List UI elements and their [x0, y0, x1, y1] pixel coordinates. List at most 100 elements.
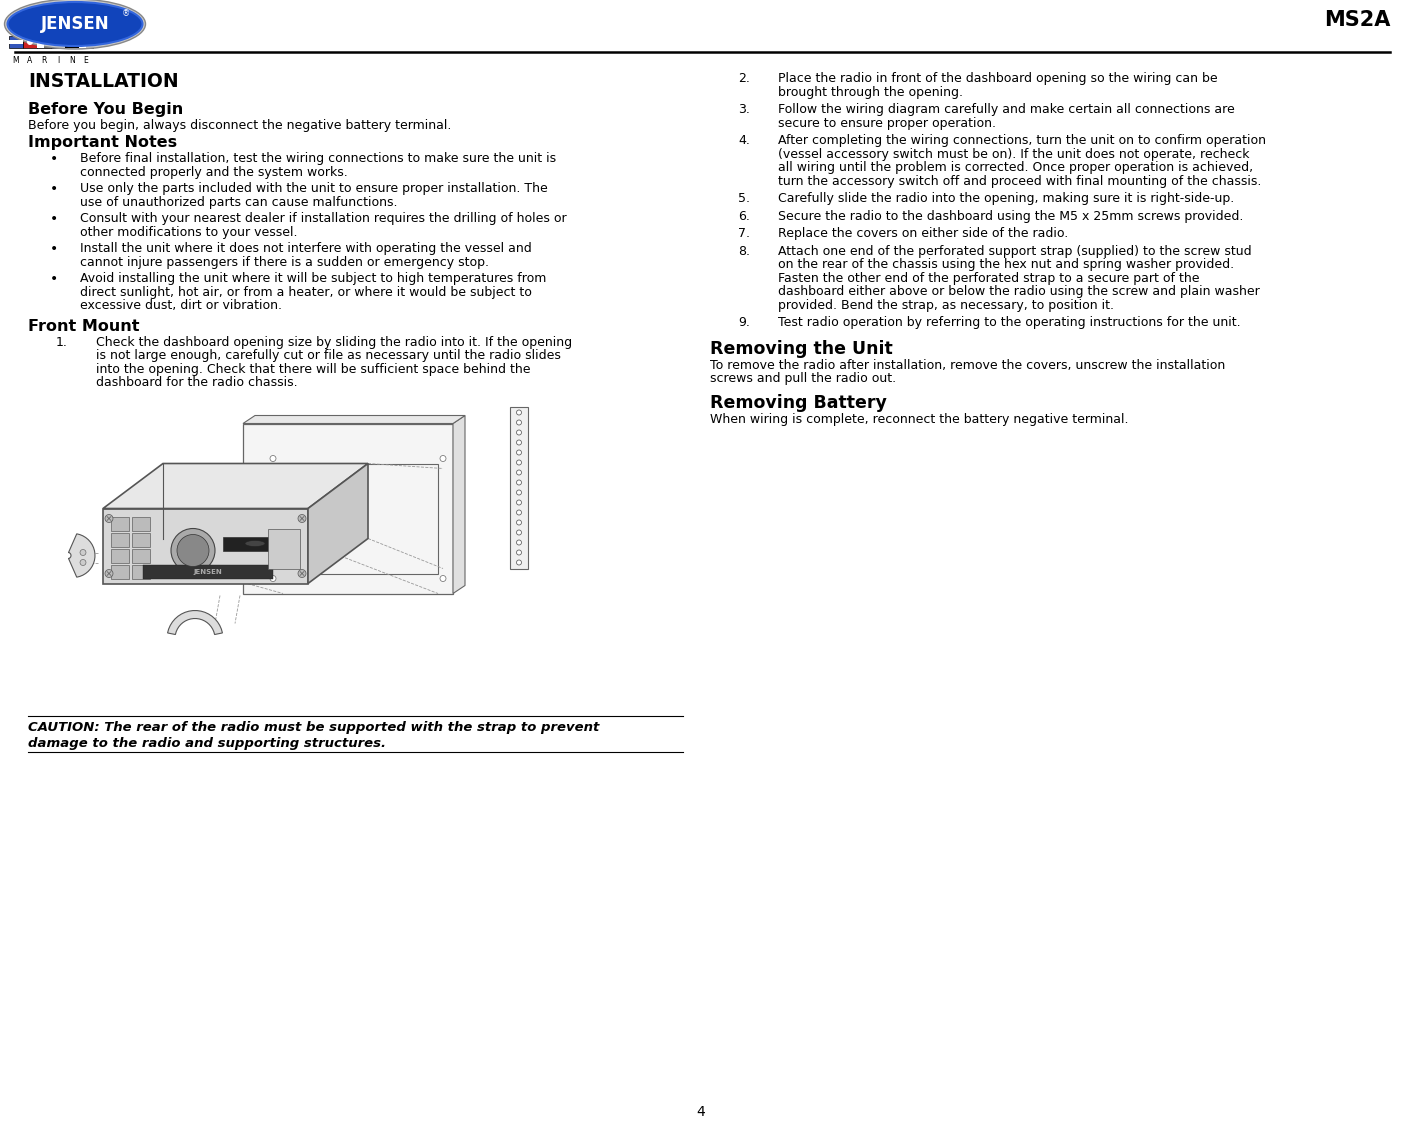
Text: INSTALLATION: INSTALLATION	[28, 72, 178, 91]
Text: Replace the covers on either side of the radio.: Replace the covers on either side of the…	[779, 227, 1068, 240]
Text: Before You Begin: Before You Begin	[28, 102, 184, 117]
Text: Fasten the other end of the perforated strap to a secure part of the: Fasten the other end of the perforated s…	[779, 272, 1200, 285]
Circle shape	[516, 480, 522, 485]
Text: JENSEN: JENSEN	[194, 569, 222, 574]
Text: all wiring until the problem is corrected. Once proper operation is achieved,: all wiring until the problem is correcte…	[779, 160, 1253, 174]
Text: Secure the radio to the dashboard using the M5 x 25mm screws provided.: Secure the radio to the dashboard using …	[779, 210, 1243, 222]
Text: dashboard either above or below the radio using the screw and plain washer: dashboard either above or below the radi…	[779, 285, 1260, 298]
Polygon shape	[167, 610, 223, 635]
Circle shape	[105, 570, 114, 578]
Text: 5.: 5.	[738, 192, 751, 205]
Circle shape	[55, 39, 60, 45]
Text: Check the dashboard opening size by sliding the radio into it. If the opening: Check the dashboard opening size by slid…	[95, 335, 572, 349]
Circle shape	[80, 560, 86, 565]
Bar	[111, 564, 129, 579]
Text: 4: 4	[697, 1105, 706, 1119]
Ellipse shape	[246, 541, 265, 546]
Bar	[132, 533, 150, 546]
Circle shape	[516, 420, 522, 425]
Circle shape	[516, 490, 522, 495]
Text: JENSEN: JENSEN	[41, 15, 109, 33]
Text: 2.: 2.	[738, 72, 749, 85]
Text: •: •	[51, 182, 59, 196]
Circle shape	[516, 511, 522, 515]
Bar	[132, 516, 150, 531]
Text: (vessel accessory switch must be on). If the unit does not operate, recheck: (vessel accessory switch must be on). If…	[779, 147, 1250, 160]
Text: is not large enough, carefully cut or file as necessary until the radio slides: is not large enough, carefully cut or fi…	[95, 349, 561, 362]
Bar	[268, 528, 300, 569]
Bar	[143, 564, 274, 579]
Ellipse shape	[4, 0, 146, 49]
Text: •: •	[51, 151, 59, 166]
Text: E: E	[84, 56, 88, 65]
Bar	[36, 36, 51, 48]
Text: ®: ®	[122, 9, 130, 18]
Text: Before you begin, always disconnect the negative battery terminal.: Before you begin, always disconnect the …	[28, 119, 452, 132]
Circle shape	[441, 576, 446, 581]
Text: •: •	[51, 242, 59, 256]
Circle shape	[516, 540, 522, 545]
Text: Place the radio in front of the dashboard opening so the wiring can be: Place the radio in front of the dashboar…	[779, 72, 1218, 85]
Text: direct sunlight, hot air, or from a heater, or where it would be subject to: direct sunlight, hot air, or from a heat…	[80, 285, 532, 298]
Text: dashboard for the radio chassis.: dashboard for the radio chassis.	[95, 376, 297, 389]
Circle shape	[171, 528, 215, 572]
Bar	[223, 536, 288, 551]
Bar	[36, 42, 43, 48]
Text: R: R	[41, 56, 46, 65]
Text: 3.: 3.	[738, 103, 749, 116]
Text: Before final installation, test the wiring connections to make sure the unit is: Before final installation, test the wiri…	[80, 151, 556, 165]
Circle shape	[516, 530, 522, 535]
Circle shape	[516, 470, 522, 475]
Bar	[8, 40, 22, 44]
Text: 6.: 6.	[738, 210, 749, 222]
Text: Test radio operation by referring to the operating instructions for the unit.: Test radio operation by referring to the…	[779, 316, 1240, 329]
Text: •: •	[51, 272, 59, 286]
Polygon shape	[102, 463, 368, 508]
Text: 7.: 7.	[738, 227, 751, 240]
Bar	[132, 564, 150, 579]
Circle shape	[516, 550, 522, 555]
Text: excessive dust, dirt or vibration.: excessive dust, dirt or vibration.	[80, 298, 282, 312]
Text: •: •	[51, 212, 59, 226]
Circle shape	[269, 456, 276, 461]
Circle shape	[297, 570, 306, 578]
Polygon shape	[309, 463, 368, 583]
Text: Consult with your nearest dealer if installation requires the drilling of holes : Consult with your nearest dealer if inst…	[80, 212, 567, 226]
Text: into the opening. Check that there will be sufficient space behind the: into the opening. Check that there will …	[95, 362, 530, 376]
Text: A: A	[28, 56, 32, 65]
Polygon shape	[102, 508, 309, 583]
Text: connected properly and the system works.: connected properly and the system works.	[80, 166, 348, 178]
Text: Front Mount: Front Mount	[28, 319, 139, 333]
Text: Use only the parts included with the unit to ensure proper installation. The: Use only the parts included with the uni…	[80, 182, 547, 195]
Text: 8.: 8.	[738, 245, 751, 258]
Bar	[65, 36, 79, 48]
Polygon shape	[283, 463, 438, 573]
Polygon shape	[243, 415, 464, 423]
Polygon shape	[243, 423, 453, 594]
Bar	[132, 549, 150, 562]
Bar	[43, 36, 51, 42]
Text: damage to the radio and supporting structures.: damage to the radio and supporting struc…	[28, 736, 386, 749]
Bar	[79, 42, 86, 48]
Text: cannot injure passengers if there is a sudden or emergency stop.: cannot injure passengers if there is a s…	[80, 256, 490, 268]
Circle shape	[27, 39, 34, 45]
Bar	[22, 36, 36, 48]
Circle shape	[516, 500, 522, 505]
Text: 9.: 9.	[738, 316, 749, 329]
Text: use of unauthorized parts can cause malfunctions.: use of unauthorized parts can cause malf…	[80, 195, 397, 209]
Text: on the rear of the chassis using the hex nut and spring washer provided.: on the rear of the chassis using the hex…	[779, 258, 1235, 272]
Circle shape	[441, 456, 446, 461]
Text: CAUTION: The rear of the radio must be supported with the strap to prevent: CAUTION: The rear of the radio must be s…	[28, 721, 599, 735]
Bar	[111, 533, 129, 546]
Circle shape	[80, 550, 86, 555]
Bar	[111, 516, 129, 531]
Text: Important Notes: Important Notes	[28, 135, 177, 150]
Text: 1.: 1.	[56, 335, 67, 349]
Text: M: M	[13, 56, 20, 65]
Text: When wiring is complete, reconnect the battery negative terminal.: When wiring is complete, reconnect the b…	[710, 413, 1128, 425]
Polygon shape	[453, 415, 464, 594]
Text: Carefully slide the radio into the opening, making sure it is right-side-up.: Carefully slide the radio into the openi…	[779, 192, 1235, 205]
Text: I: I	[58, 56, 59, 65]
Text: other modifications to your vessel.: other modifications to your vessel.	[80, 226, 297, 239]
Text: Install the unit where it does not interfere with operating the vessel and: Install the unit where it does not inter…	[80, 242, 532, 255]
